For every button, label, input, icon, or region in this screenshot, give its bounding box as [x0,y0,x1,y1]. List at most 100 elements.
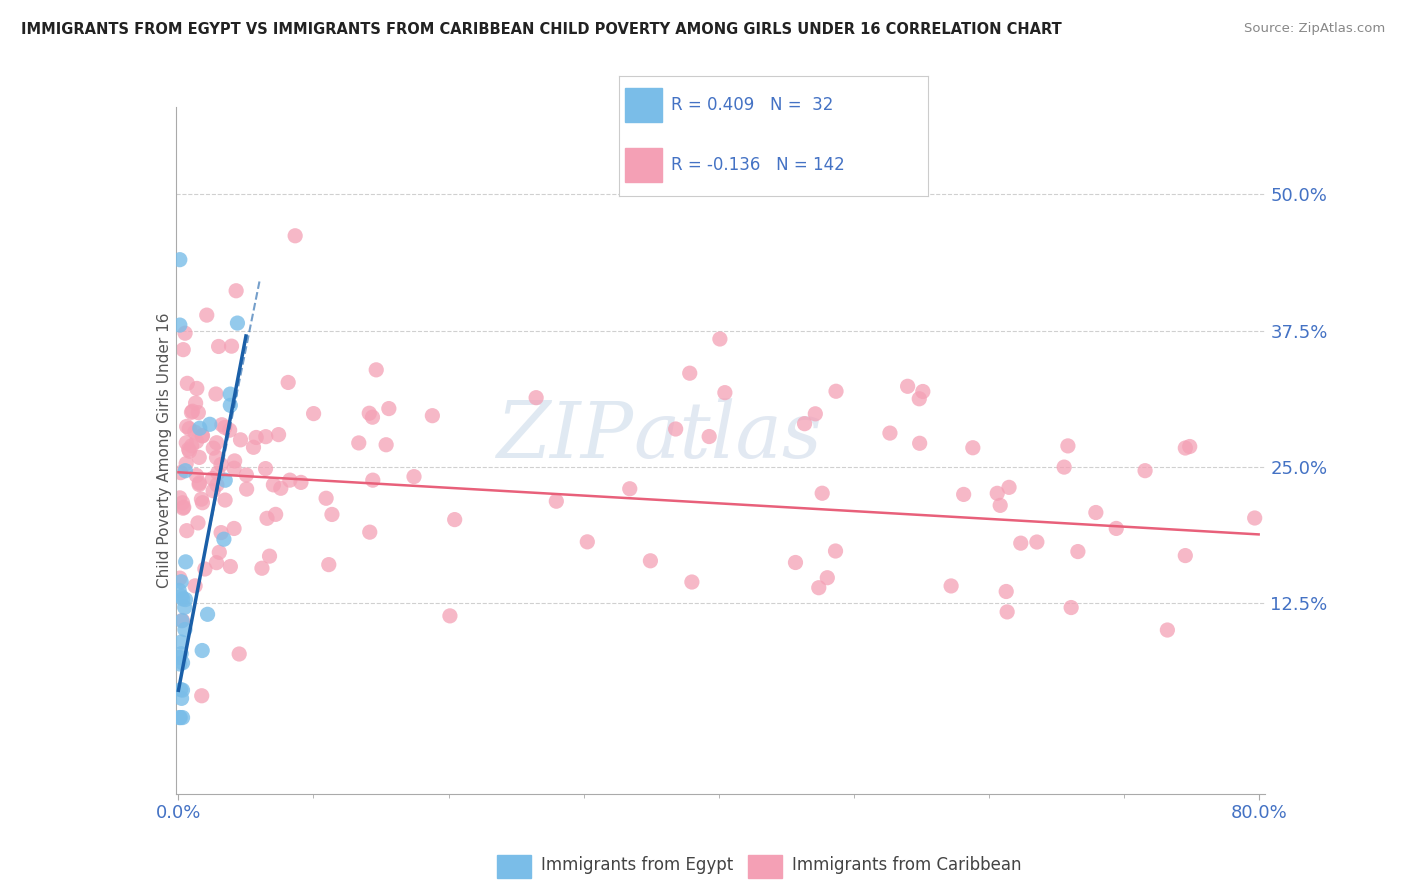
Point [170,691,193,706]
Point [172,710,194,724]
Point [179,422,201,436]
Point [174,326,197,341]
Point [174,623,197,637]
Point [190,492,212,507]
Point [226,316,249,330]
Point [278,473,301,487]
Point [188,477,211,491]
Point [211,417,233,432]
Point [221,339,243,353]
Point [995,605,1018,619]
Point [785,556,807,570]
Point [207,339,229,353]
Point [172,343,194,357]
Point [172,683,194,698]
Point [174,555,197,569]
Point [908,392,931,406]
Point [187,516,209,530]
Bar [624,87,662,121]
Point [995,584,1018,599]
Point [188,421,211,435]
Point [177,442,200,457]
Point [169,491,191,505]
Point [811,486,834,500]
Point [169,252,191,267]
Point [228,647,250,661]
Point [191,428,214,442]
Point [321,508,343,522]
Point [205,556,228,570]
Text: Source: ZipAtlas.com: Source: ZipAtlas.com [1244,22,1385,36]
Point [439,608,461,623]
Point [284,228,307,243]
Point [267,427,290,442]
Point [277,376,299,390]
Text: atlas: atlas [633,399,823,475]
Point [824,544,846,558]
Point [318,558,340,572]
Point [197,607,219,622]
Point [262,478,284,492]
Point [245,430,267,444]
Point [224,454,246,468]
Point [259,549,281,563]
Point [709,332,731,346]
Point [184,425,207,439]
Point [1105,521,1128,535]
Point [270,481,292,495]
Point [169,657,191,671]
Point [219,559,242,574]
Point [191,429,214,443]
Point [290,475,312,490]
Point [172,613,194,627]
Point [361,410,384,425]
Point [254,461,277,475]
Point [911,384,934,399]
Point [1060,600,1083,615]
Point [181,404,204,418]
Point [250,561,273,575]
Point [219,398,242,412]
Point [201,471,224,485]
Point [1243,511,1265,525]
Point [180,439,202,453]
Point [222,521,245,535]
Point [174,464,197,478]
Point [815,571,838,585]
Point [665,422,688,436]
Point [176,435,198,450]
Point [202,483,225,498]
Point [167,583,190,598]
Point [1084,506,1107,520]
Point [169,710,191,724]
Point [1025,535,1047,549]
Point [205,450,228,465]
Point [170,635,193,649]
Point [939,579,962,593]
Point [176,524,198,538]
Point [378,401,401,416]
Point [170,682,193,697]
Point [256,511,278,525]
Point [172,656,194,670]
Bar [498,855,531,878]
Point [619,482,641,496]
Point [169,318,191,332]
Point [359,406,381,420]
Point [681,574,703,589]
Point [952,487,974,501]
Point [1156,623,1178,637]
Point [184,579,207,593]
Point [205,387,228,401]
Point [1174,549,1197,563]
Point [793,417,815,431]
Point [209,458,232,472]
Point [218,423,240,437]
Text: IMMIGRANTS FROM EGYPT VS IMMIGRANTS FROM CARIBBEAN CHILD POVERTY AMONG GIRLS UND: IMMIGRANTS FROM EGYPT VS IMMIGRANTS FROM… [21,22,1062,37]
Point [170,614,193,628]
Point [214,493,236,508]
Point [176,376,198,391]
Point [186,434,208,449]
Point [224,461,246,475]
Text: Immigrants from Caribbean: Immigrants from Caribbean [793,856,1022,874]
